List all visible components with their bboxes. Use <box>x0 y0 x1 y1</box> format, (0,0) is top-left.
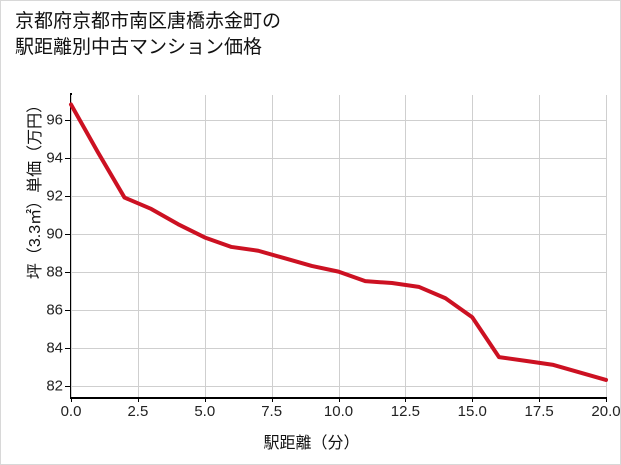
x-axis-spine <box>70 397 607 399</box>
x-tick-label-5.0: 5.0 <box>194 403 216 420</box>
gridline-x-2.5 <box>137 95 139 397</box>
y-tick-label-82: 82 <box>46 377 63 395</box>
x-tick-label-17.5: 17.5 <box>524 403 554 420</box>
y-axis-label: 坪（3.3㎡）単価（万円） <box>27 96 44 280</box>
plot-area <box>69 95 608 397</box>
gridline-x-10.0 <box>338 95 340 397</box>
x-tick-label-20.0: 20.0 <box>591 403 621 420</box>
x-tick-label-0.0: 0.0 <box>60 403 82 420</box>
gridline-x-17.5 <box>539 95 541 397</box>
y-tick-label-84: 84 <box>46 339 63 357</box>
x-tick-label-15.0: 15.0 <box>457 403 487 420</box>
gridline-x-7.5 <box>271 95 273 397</box>
gridline-x-15.0 <box>472 95 474 397</box>
x-tick-label-2.5: 2.5 <box>127 403 149 420</box>
x-tick-label-10.0: 10.0 <box>323 403 354 420</box>
x-axis-label: 駅距離（分） <box>263 435 360 452</box>
gridline-x-20.0 <box>606 95 607 397</box>
gridline-x-12.5 <box>405 95 407 397</box>
price-line-series <box>69 102 608 382</box>
line-series-svg <box>69 102 608 382</box>
x-tick-label-7.5: 7.5 <box>261 403 283 420</box>
chart-title: 京都府京都市南区唐橋赤金町の 駅距離別中古マンション価格 <box>15 11 282 58</box>
gridline-x-5.0 <box>204 95 206 397</box>
x-tick-label-12.5: 12.5 <box>390 403 420 420</box>
gridline-x-0.0 <box>71 95 72 397</box>
